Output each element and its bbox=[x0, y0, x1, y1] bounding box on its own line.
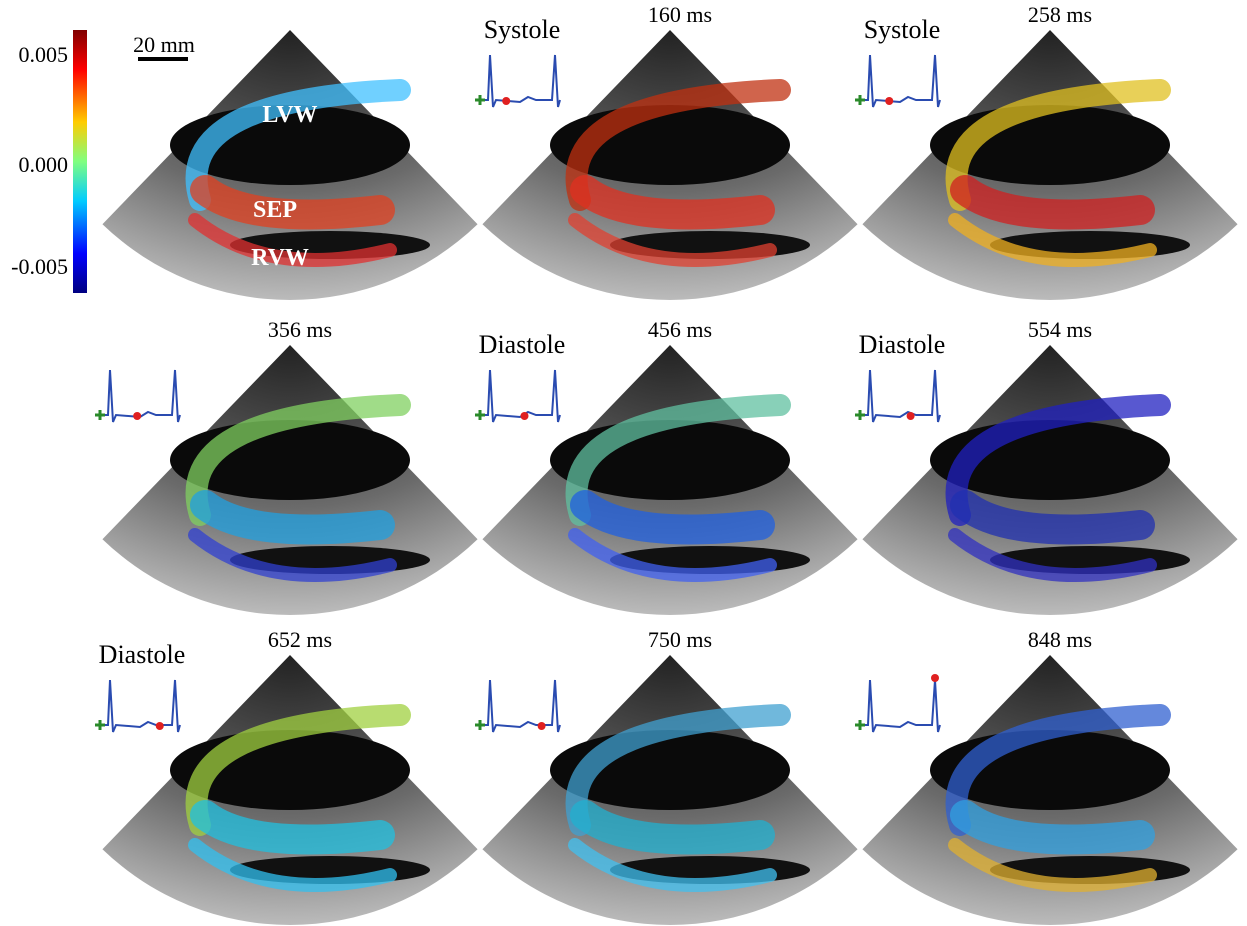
ecg-marker bbox=[885, 97, 893, 105]
time-label: 848 ms bbox=[1028, 627, 1092, 652]
scale-bar-label: 20 mm bbox=[133, 32, 195, 57]
ecg-marker bbox=[931, 674, 939, 682]
time-label: 160 ms bbox=[648, 2, 712, 27]
ecg-trace bbox=[860, 680, 940, 732]
ecg-start bbox=[855, 720, 865, 730]
ecg-trace bbox=[860, 55, 940, 107]
phase-label: Systole bbox=[484, 15, 561, 44]
phase-label: Diastole bbox=[859, 330, 946, 359]
ecg-trace bbox=[480, 370, 560, 422]
ecg-marker bbox=[133, 412, 141, 420]
ecg-start bbox=[475, 95, 485, 105]
time-label: 652 ms bbox=[268, 627, 332, 652]
figure: 0.005 0.000 -0.005 20 mm LVW SEP RVW 160 ms… bbox=[0, 0, 1247, 926]
ecg-trace bbox=[860, 370, 940, 422]
colorbar-label: -0.005 bbox=[11, 254, 68, 279]
ecg-trace bbox=[480, 680, 560, 732]
ecg-start bbox=[475, 410, 485, 420]
time-label: 456 ms bbox=[648, 317, 712, 342]
colorbar-label: 0.005 bbox=[19, 42, 69, 67]
colorbar bbox=[73, 30, 87, 293]
ecg-start bbox=[855, 410, 865, 420]
ecg-start bbox=[855, 95, 865, 105]
wall-label: SEP bbox=[253, 197, 297, 223]
wall-label: LVW bbox=[262, 102, 317, 128]
phase-label: Diastole bbox=[99, 640, 186, 669]
ecg-marker bbox=[521, 412, 529, 420]
ecg-marker bbox=[907, 412, 915, 420]
ecg-start bbox=[475, 720, 485, 730]
ecg-marker bbox=[502, 97, 510, 105]
ecg-trace bbox=[480, 55, 560, 107]
phase-label: Diastole bbox=[479, 330, 566, 359]
time-label: 258 ms bbox=[1028, 2, 1092, 27]
wall-label: RVW bbox=[251, 245, 309, 271]
time-label: 750 ms bbox=[648, 627, 712, 652]
colorbar-label: 0.000 bbox=[19, 152, 69, 177]
ecg-start bbox=[95, 410, 105, 420]
time-label: 356 ms bbox=[268, 317, 332, 342]
phase-label: Systole bbox=[864, 15, 941, 44]
ecg-marker bbox=[156, 722, 164, 730]
time-label: 554 ms bbox=[1028, 317, 1092, 342]
ecg-marker bbox=[538, 722, 546, 730]
ecg-start bbox=[95, 720, 105, 730]
ecg-trace bbox=[100, 680, 180, 732]
